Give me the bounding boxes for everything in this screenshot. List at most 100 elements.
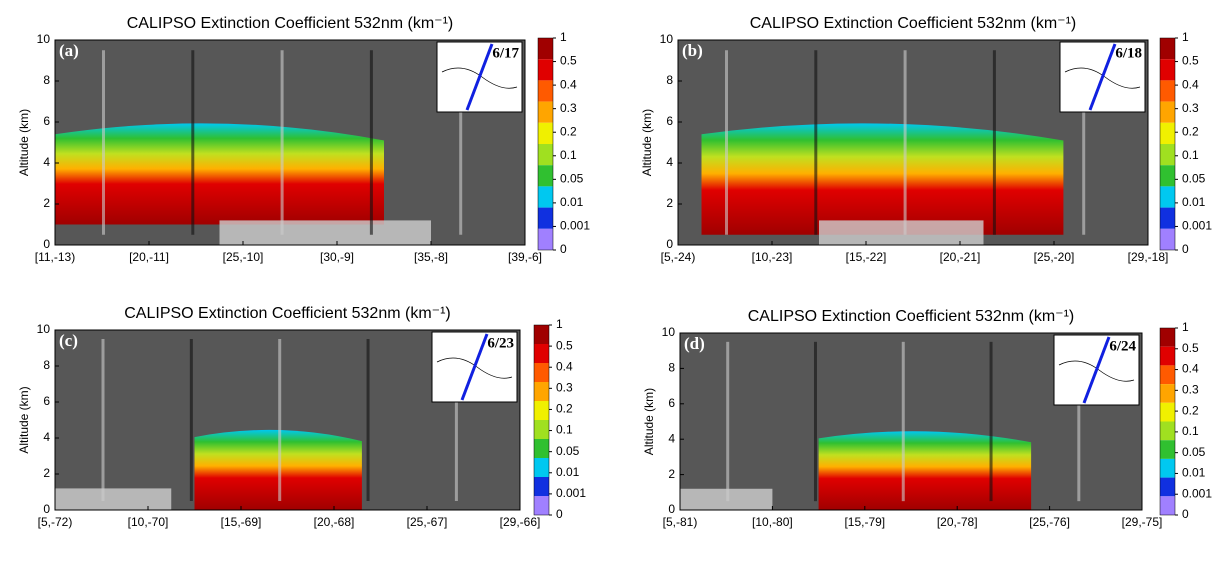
colorbar-label: 0.5 — [560, 54, 577, 68]
colorbar-label: 0.3 — [1182, 101, 1199, 115]
colorbar-block — [538, 228, 553, 250]
inset-date: 6/24 — [1109, 338, 1136, 354]
y-tick-label: 8 — [43, 73, 50, 87]
x-tick-label: [25,-20] — [1034, 250, 1075, 264]
colorbar-label: 0.5 — [556, 338, 573, 352]
x-tick-label: [10,-23] — [752, 250, 793, 264]
colorbar-label: 0.1 — [1182, 148, 1199, 162]
colorbar-block — [534, 420, 549, 439]
colorbar-block — [1160, 477, 1175, 497]
x-tick-label: [25,-10] — [223, 250, 264, 264]
x-tick-label: [35,-8] — [414, 250, 448, 264]
y-tick-label: 4 — [43, 155, 50, 169]
y-tick-label: 10 — [662, 325, 676, 339]
signal-streak — [726, 341, 730, 502]
chart-title: CALIPSO Extinction Coefficient 532nm (km… — [124, 305, 451, 322]
colorbar-block — [538, 122, 553, 144]
colorbar-block — [534, 439, 549, 458]
colorbar-block — [1160, 328, 1175, 347]
ground-return — [819, 220, 984, 245]
inset-coast — [1058, 360, 1135, 382]
colorbar-label: 0.4 — [560, 77, 577, 91]
colorbar-block — [1160, 59, 1175, 81]
ground-return — [55, 488, 172, 510]
x-tick-label: [29,-75] — [1122, 515, 1163, 529]
colorbar-label: 0.1 — [556, 423, 573, 437]
colorbar-label: 0 — [1182, 507, 1189, 521]
x-tick-label: [29,-18] — [1128, 250, 1169, 264]
colorbar-block — [538, 144, 553, 166]
colorbar-block — [1160, 101, 1175, 123]
colorbar-block — [534, 325, 549, 344]
colorbar-block — [1160, 207, 1175, 229]
x-tick-label: [25,-76] — [1029, 515, 1070, 529]
colorbar-label: 0.2 — [1182, 403, 1199, 417]
panel-label: (a) — [59, 41, 79, 60]
y-tick-label: 6 — [43, 394, 50, 408]
colorbar-block — [538, 186, 553, 208]
colorbar-label: 0.01 — [1182, 466, 1206, 480]
colorbar-block — [1160, 144, 1175, 166]
colorbar-block — [1160, 228, 1175, 250]
colorbar-block — [534, 496, 549, 515]
colorbar-label: 0.05 — [1182, 172, 1206, 186]
colorbar-label: 0.3 — [556, 381, 573, 395]
colorbar-label: 0.05 — [560, 172, 584, 186]
y-tick-label: 2 — [43, 196, 50, 210]
colorbar-label: 0.5 — [1182, 54, 1199, 68]
x-tick-label: [15,-69] — [221, 515, 262, 529]
signal-streak — [101, 339, 105, 501]
colorbar-label: 0.3 — [1182, 383, 1199, 397]
inset-track — [465, 43, 494, 111]
colorbar-label: 0 — [1182, 242, 1189, 256]
colorbar-label: 0.001 — [1182, 486, 1212, 500]
colorbar-frame — [533, 324, 550, 516]
panel-label: (c) — [59, 331, 78, 350]
y-axis-label: Altitude (km) — [17, 109, 31, 176]
aerosol-layer — [55, 123, 384, 225]
y-tick-label: 0 — [43, 502, 50, 516]
colorbar-block — [1160, 346, 1175, 366]
colorbar-block — [1160, 38, 1175, 60]
y-tick-label: 2 — [43, 466, 50, 480]
y-axis-label: Altitude (km) — [642, 388, 656, 455]
y-tick-label: 0 — [666, 237, 673, 251]
inset-date: 6/18 — [1115, 45, 1142, 61]
colorbar-label: 0.2 — [560, 124, 577, 138]
x-tick-label: [10,-80] — [752, 515, 793, 529]
x-tick-label: [20,-11] — [129, 250, 169, 264]
y-tick-label: 0 — [43, 237, 50, 251]
inset-track — [1088, 43, 1117, 111]
y-tick-label: 6 — [43, 114, 50, 128]
colorbar-block — [534, 458, 549, 477]
colorbar-block — [538, 59, 553, 81]
y-tick-label: 6 — [666, 114, 673, 128]
y-axis-label: Altitude (km) — [640, 109, 654, 176]
x-tick-label: [25,-67] — [407, 515, 448, 529]
colorbar-label: 0 — [556, 507, 563, 521]
colorbar-label: 0.2 — [1182, 124, 1199, 138]
colorbar-label: 1 — [1182, 30, 1189, 44]
colorbar-label: 1 — [560, 30, 567, 44]
colorbar-label: 0.1 — [1182, 424, 1199, 438]
signal-streak — [278, 339, 282, 501]
y-tick-label: 4 — [666, 155, 673, 169]
y-tick-label: 2 — [666, 196, 673, 210]
colorbar-label: 0.001 — [556, 486, 586, 500]
signal-streak — [369, 50, 373, 235]
y-axis-label: Altitude (km) — [17, 386, 31, 453]
colorbar-label: 0.3 — [560, 101, 577, 115]
colorbar-label: 0.01 — [556, 465, 580, 479]
colorbar-block — [1160, 458, 1175, 478]
x-tick-label: [20,-68] — [314, 515, 355, 529]
colorbar-label: 0.001 — [560, 219, 590, 233]
colorbar-label: 0.05 — [1182, 445, 1206, 459]
colorbar-block — [1160, 80, 1175, 102]
y-tick-label: 6 — [668, 396, 675, 410]
signal-streak — [454, 339, 458, 501]
y-tick-label: 0 — [668, 502, 675, 516]
colorbar-block — [534, 477, 549, 496]
chart-title: CALIPSO Extinction Coefficient 532nm (km… — [750, 15, 1077, 32]
x-tick-label: [39,-6] — [508, 250, 542, 264]
